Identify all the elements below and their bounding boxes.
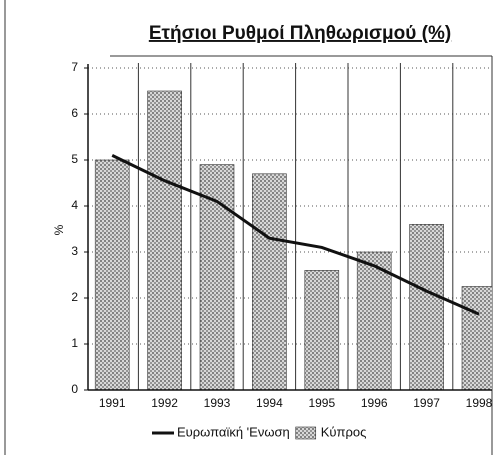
y-tick-label: 7 (71, 60, 78, 74)
chart-title: Ετήσιοι Ρυθμοί Πληθωρισμού (%) (149, 23, 451, 44)
y-tick-label: 4 (71, 198, 78, 212)
plot-area (88, 63, 492, 391)
y-tick-label: 2 (71, 290, 78, 304)
x-tick-label: 1992 (151, 396, 178, 410)
y-tick-label: 6 (71, 106, 78, 120)
bar (356, 251, 392, 391)
bar (94, 159, 130, 391)
y-tick-label: 0 (71, 382, 78, 396)
legend-label: Ευρωπαϊκή 'Ενωση (177, 424, 290, 439)
x-tick-label: 1994 (256, 396, 283, 410)
x-tick-label: 1996 (361, 396, 388, 410)
y-tick-label: 1 (71, 336, 78, 350)
x-tick-label: 1991 (99, 396, 126, 410)
bar (147, 90, 182, 391)
x-tick-label: 1995 (308, 396, 335, 410)
bar (252, 173, 287, 391)
legend-swatch (295, 426, 317, 440)
bar (461, 286, 492, 391)
legend-label: Κύπρος (321, 424, 367, 439)
line (111, 154, 480, 316)
bar (199, 164, 235, 391)
x-tick-label: 1997 (413, 396, 440, 410)
x-tick-label: 1993 (204, 396, 231, 410)
y-tick-label: 5 (71, 152, 78, 166)
bar (304, 270, 340, 391)
legend: Ευρωπαϊκή 'Ενωση Κύπρος (152, 424, 366, 439)
x-tick-label: 1998 (466, 396, 493, 410)
bar (409, 224, 444, 391)
y-axis-label: % (52, 224, 66, 235)
y-tick-label: 3 (71, 244, 78, 258)
